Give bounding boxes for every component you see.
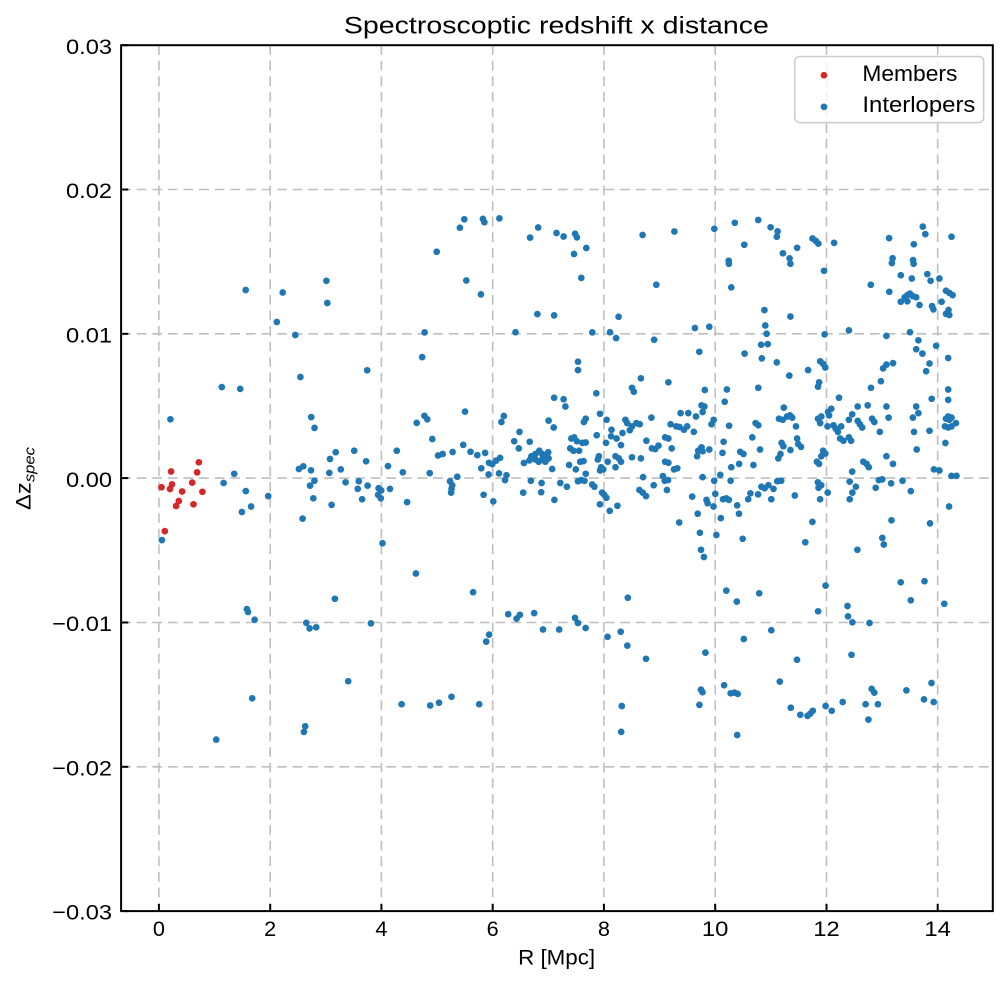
- svg-text:0: 0: [153, 916, 165, 941]
- svg-text:6: 6: [487, 916, 499, 941]
- svg-text:−0.03: −0.03: [52, 900, 112, 925]
- svg-text:8: 8: [598, 916, 610, 941]
- svg-text:2: 2: [264, 916, 276, 941]
- svg-text:0.01: 0.01: [66, 322, 112, 347]
- svg-text:R [Mpc]: R [Mpc]: [518, 945, 595, 970]
- svg-text:0.02: 0.02: [66, 178, 112, 203]
- svg-text:Members: Members: [862, 61, 957, 86]
- svg-text:Interlopers: Interlopers: [862, 92, 975, 117]
- svg-text:Spectroscoptic redshift x dist: Spectroscoptic redshift x distance: [344, 12, 769, 39]
- svg-text:14: 14: [924, 916, 951, 941]
- svg-text:4: 4: [375, 916, 387, 941]
- svg-text:0.03: 0.03: [66, 34, 112, 59]
- svg-text:10: 10: [702, 916, 729, 941]
- svg-text:12: 12: [813, 916, 840, 941]
- svg-text:−0.02: −0.02: [52, 755, 112, 780]
- svg-text:−0.01: −0.01: [52, 611, 112, 636]
- svg-text:0.00: 0.00: [66, 467, 112, 492]
